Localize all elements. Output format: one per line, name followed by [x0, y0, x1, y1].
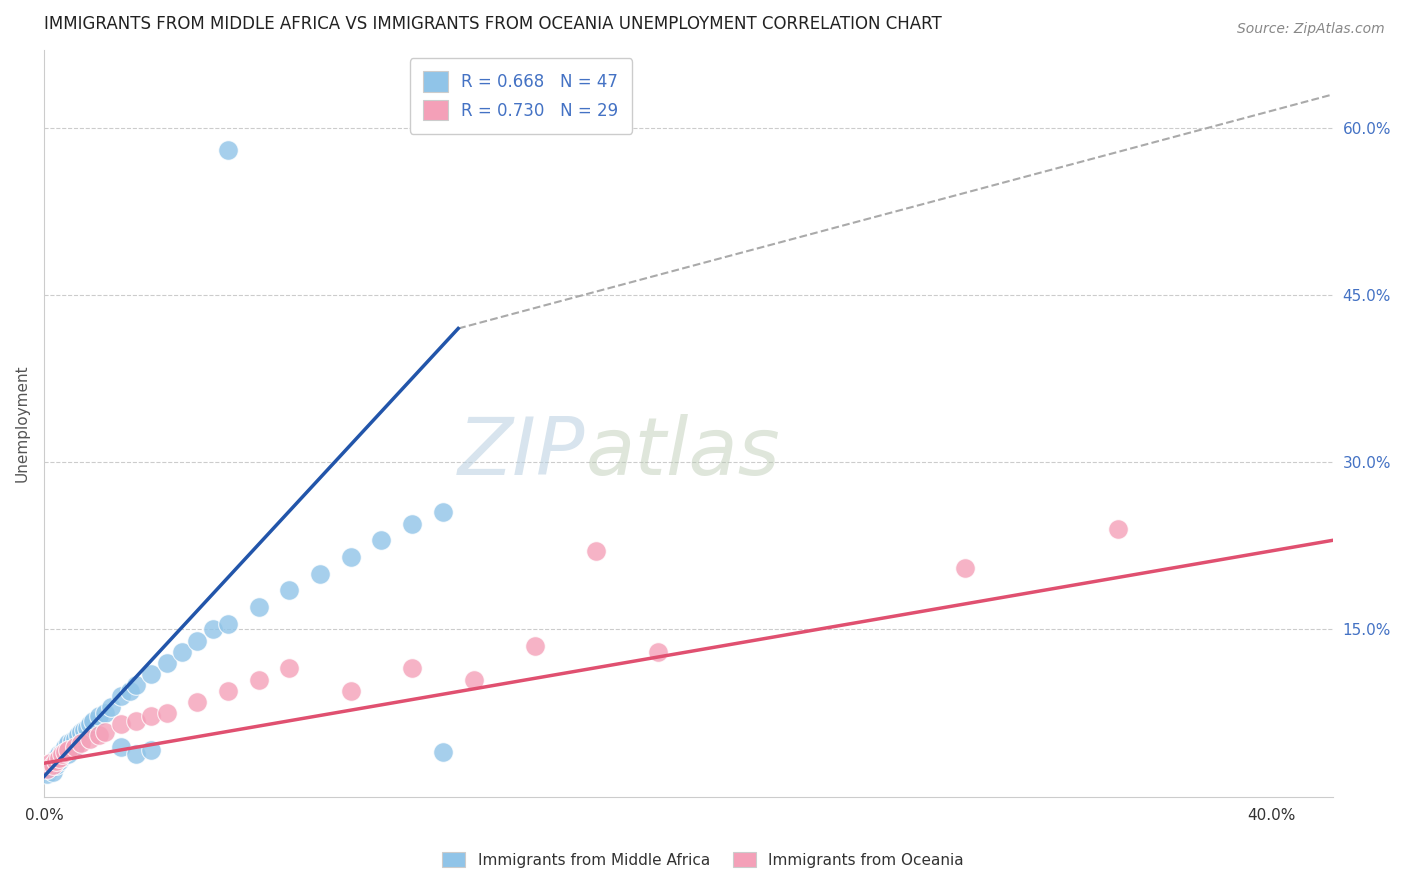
Point [53, 743, 76, 757]
Point [401, 661, 423, 675]
Point [110, 717, 132, 731]
Point [42, 758, 65, 772]
Text: atlas: atlas [585, 414, 780, 492]
Point [186, 633, 208, 648]
Y-axis label: Unemployment: Unemployment [15, 365, 30, 482]
Point [58, 736, 80, 750]
Point [89, 709, 111, 723]
Point [125, 678, 148, 692]
Point [51, 745, 73, 759]
Point [51, 749, 73, 764]
Text: Source: ZipAtlas.com: Source: ZipAtlas.com [1237, 22, 1385, 37]
Point [45, 750, 67, 764]
Point [278, 661, 301, 675]
Point [89, 728, 111, 742]
Point [217, 683, 239, 698]
Point [217, 143, 239, 157]
Point [339, 549, 361, 564]
Point [370, 533, 392, 548]
Point [48, 754, 70, 768]
Point [58, 743, 80, 757]
Point [94, 706, 117, 720]
Point [339, 683, 361, 698]
Point [39, 756, 62, 771]
Point [217, 616, 239, 631]
Point [51, 747, 73, 762]
Point [141, 743, 163, 757]
Point [100, 700, 122, 714]
Point [63, 740, 86, 755]
Point [42, 756, 65, 771]
Point [53, 739, 76, 754]
Point [42, 765, 65, 780]
Point [463, 673, 485, 687]
Point [79, 717, 101, 731]
Point [48, 750, 70, 764]
Point [48, 747, 70, 762]
Point [45, 758, 67, 772]
Point [186, 695, 208, 709]
Point [278, 583, 301, 598]
Point [94, 725, 117, 739]
Point [170, 645, 193, 659]
Point [247, 673, 270, 687]
Point [53, 745, 76, 759]
Point [110, 690, 132, 704]
Point [69, 736, 91, 750]
Point [63, 739, 86, 754]
Legend: R = 0.668   N = 47, R = 0.730   N = 29: R = 0.668 N = 47, R = 0.730 N = 29 [409, 58, 631, 134]
Point [141, 667, 163, 681]
Point [76, 721, 98, 735]
Point [45, 754, 67, 768]
Point [247, 600, 270, 615]
Point [39, 762, 62, 776]
Point [1107, 522, 1129, 536]
Point [35, 767, 58, 781]
Point [58, 747, 80, 762]
Point [401, 516, 423, 531]
Point [35, 762, 58, 776]
Point [201, 623, 224, 637]
Point [523, 639, 546, 653]
Point [118, 683, 141, 698]
Legend: Immigrants from Middle Africa, Immigrants from Oceania: Immigrants from Middle Africa, Immigrant… [434, 844, 972, 875]
Point [125, 714, 148, 728]
Point [156, 706, 179, 720]
Point [110, 739, 132, 754]
Point [69, 725, 91, 739]
Point [432, 745, 454, 759]
Text: ZIP: ZIP [458, 414, 585, 492]
Text: IMMIGRANTS FROM MIDDLE AFRICA VS IMMIGRANTS FROM OCEANIA UNEMPLOYMENT CORRELATIO: IMMIGRANTS FROM MIDDLE AFRICA VS IMMIGRA… [44, 15, 942, 33]
Point [156, 656, 179, 670]
Point [79, 731, 101, 746]
Point [125, 747, 148, 762]
Point [63, 731, 86, 746]
Point [82, 714, 104, 728]
Point [73, 723, 96, 737]
Point [66, 728, 89, 742]
Point [585, 544, 607, 558]
Point [432, 505, 454, 519]
Point [953, 561, 976, 575]
Point [647, 645, 669, 659]
Point [141, 709, 163, 723]
Point [309, 566, 332, 581]
Point [60, 734, 83, 748]
